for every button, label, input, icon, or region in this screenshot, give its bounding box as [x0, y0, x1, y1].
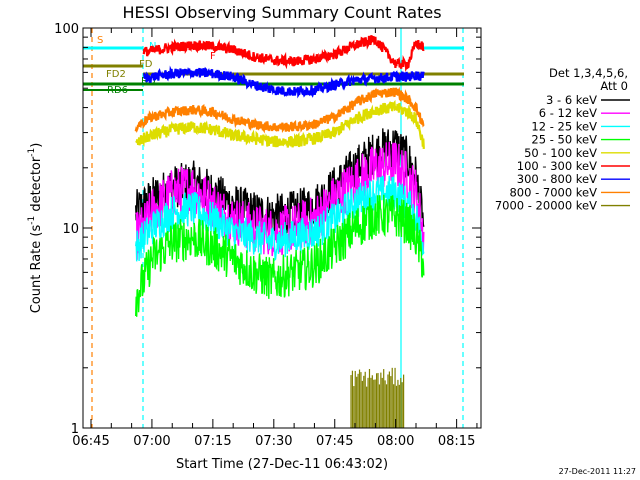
x-tick-label: 08:00: [377, 434, 414, 449]
flag-label-fd2: FD2: [106, 69, 126, 80]
y-tick-label: 10: [62, 222, 79, 237]
series-line: [134, 86, 425, 134]
y-axis-label-main: Count Rate (s: [29, 225, 44, 314]
axes: 1 10 100 06:45 07:00 07:15 07:30 07:45 08:00 08:1…: [54, 22, 482, 449]
x-tick-label: 07:15: [194, 434, 231, 449]
flag-label-s: S: [97, 35, 103, 46]
series-25-50kev: [135, 194, 425, 317]
x-axis-label: Start Time (27-Dec-11 06:43:02): [176, 457, 388, 472]
x-tick-label: 07:00: [133, 434, 170, 449]
legend-title-2: Att 0: [600, 79, 628, 93]
series-100-300kev: [142, 35, 425, 72]
series-7000-20000kev: [350, 367, 405, 428]
flag-label-rd: RD: [141, 76, 156, 87]
series-12-25kev: [135, 175, 425, 262]
legend-entry-label: 25 - 50 keV: [531, 133, 597, 147]
series-line: [135, 99, 425, 149]
series-line: [135, 175, 425, 262]
y-axis-label-end: ): [29, 143, 44, 148]
y-axis-label-exp2: -1: [27, 148, 37, 157]
legend-entry-label: 3 - 6 keV: [546, 93, 597, 107]
x-tick-label: 07:45: [316, 434, 353, 449]
flag-label-f: F: [210, 51, 216, 62]
series-line: [142, 35, 425, 72]
legend-title-1: Det 1,3,4,5,6,: [549, 66, 628, 80]
series-300-800kev: [143, 65, 425, 99]
legend-entry-label: 100 - 300 keV: [517, 159, 597, 173]
legend-entry-label: 12 - 25 keV: [531, 119, 597, 133]
flag-label-rd6: RD6: [107, 85, 128, 96]
x-tick-label: 08:15: [438, 434, 475, 449]
y-tick-label: 1: [71, 422, 79, 437]
legend-entry-label: 6 - 12 keV: [539, 106, 597, 120]
series-800-7000kev: [134, 86, 425, 134]
series-line: [135, 194, 425, 317]
chart-title: HESSI Observing Summary Count Rates: [122, 3, 441, 22]
y-axis-label-mid: detector: [29, 156, 44, 216]
x-tick-label: 06:45: [72, 434, 109, 449]
legend-entry-label: 7000 - 20000 keV: [495, 199, 597, 213]
series-layer: [134, 35, 425, 428]
legend-entry-label: 50 - 100 keV: [524, 146, 597, 160]
footer-timestamp: 27-Dec-2011 11:27: [559, 467, 636, 476]
series-line: [143, 65, 425, 99]
series-50-100kev: [135, 99, 425, 149]
x-tick-label: 07:30: [255, 434, 292, 449]
y-tick-label: 100: [54, 22, 79, 37]
legend-entry-label: 300 - 800 keV: [517, 172, 597, 186]
legend-entry-label: 800 - 7000 keV: [509, 185, 597, 199]
y-axis-label: Count Rate (s-1 detector-1): [27, 143, 44, 314]
flag-label-fd: FD: [139, 59, 153, 70]
y-axis-label-exp1: -1: [27, 216, 37, 225]
